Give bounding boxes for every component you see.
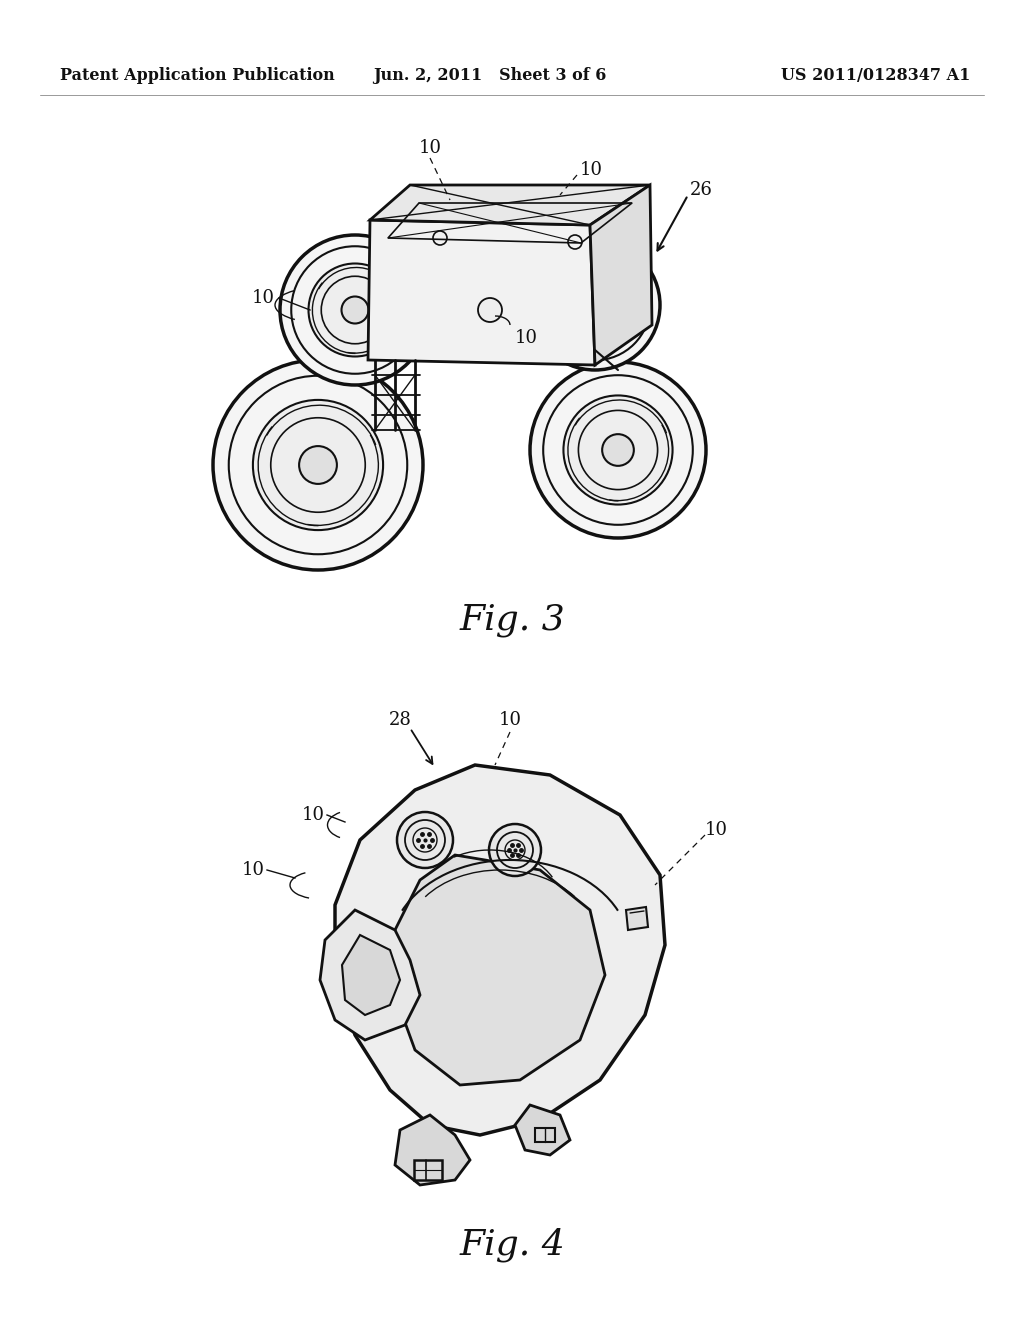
Circle shape [253,400,383,531]
Text: Jun. 2, 2011   Sheet 3 of 6: Jun. 2, 2011 Sheet 3 of 6 [374,66,606,83]
Polygon shape [319,909,420,1040]
Circle shape [308,264,401,356]
Text: 10: 10 [302,807,325,824]
Polygon shape [395,855,605,1085]
Polygon shape [342,935,400,1015]
Text: Patent Application Publication: Patent Application Publication [60,66,335,83]
Circle shape [213,360,423,570]
Text: 10: 10 [419,139,441,157]
Text: Fig. 4: Fig. 4 [459,1228,565,1262]
Text: 10: 10 [705,821,728,840]
Polygon shape [335,766,665,1135]
Polygon shape [368,220,595,366]
Circle shape [602,434,634,466]
Circle shape [478,298,502,322]
Text: 10: 10 [580,161,603,180]
Text: 10: 10 [242,861,265,879]
Text: 26: 26 [690,181,713,199]
Polygon shape [515,1105,570,1155]
Polygon shape [395,1115,470,1185]
Polygon shape [590,185,652,366]
Polygon shape [370,185,650,224]
Circle shape [397,812,453,869]
Text: Fig. 3: Fig. 3 [459,603,565,638]
Circle shape [489,824,541,876]
Polygon shape [626,907,648,931]
Circle shape [299,446,337,484]
Circle shape [280,235,430,385]
Circle shape [341,297,369,323]
Circle shape [563,396,673,504]
Text: US 2011/0128347 A1: US 2011/0128347 A1 [780,66,970,83]
Circle shape [530,240,660,370]
Text: 10: 10 [499,711,521,729]
Circle shape [530,362,706,539]
Circle shape [584,293,606,317]
Text: 10: 10 [515,329,538,347]
Text: 10: 10 [252,289,275,308]
Circle shape [555,265,635,346]
Text: 28: 28 [388,711,412,729]
